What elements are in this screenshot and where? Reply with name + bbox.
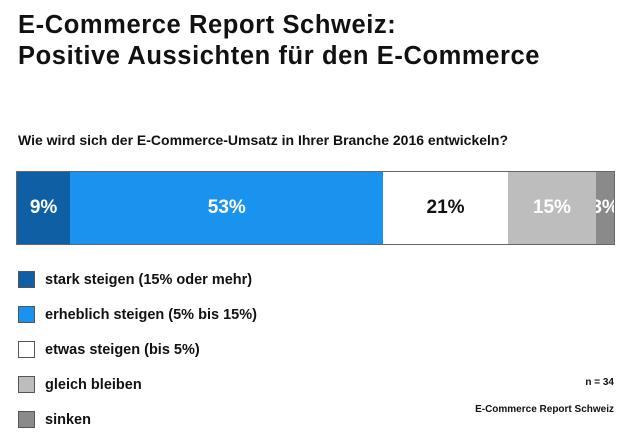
legend-swatch — [18, 271, 35, 288]
bar-data-label: 9% — [29, 197, 58, 218]
legend-item: erheblich steigen (5% bis 15%) — [18, 297, 257, 332]
bar-data-label: 53% — [207, 197, 246, 218]
bar-segment-2: 53% — [70, 172, 384, 244]
legend-swatch — [18, 376, 35, 393]
report-title-line-1: E-Commerce Report Schweiz: — [18, 11, 397, 39]
bar-data-label: 3% — [596, 197, 614, 218]
legend-item: etwas steigen (bis 5%) — [18, 332, 257, 367]
legend-swatch — [18, 306, 35, 323]
bar-segment-3: 21% — [383, 172, 508, 244]
legend-label: gleich bleiben — [45, 376, 142, 393]
legend-label: sinken — [45, 411, 91, 428]
legend-label: erheblich steigen (5% bis 15%) — [45, 306, 257, 323]
survey-question: Wie wird sich der E-Commerce-Umsatz in I… — [18, 132, 509, 148]
legend-item: stark steigen (15% oder mehr) — [18, 262, 257, 297]
legend-swatch — [18, 411, 35, 428]
source-note: E-Commerce Report Schweiz — [475, 404, 614, 415]
legend-swatch — [18, 341, 35, 358]
stacked-bar-chart: 9% 53% 21% 15% 3% — [16, 171, 615, 245]
legend-item: gleich bleiben — [18, 367, 257, 402]
legend-label: etwas steigen (bis 5%) — [45, 341, 200, 358]
report-title-line-2: Positive Aussichten für den E-Commerce — [18, 42, 541, 70]
bar-segment-1: 9% — [17, 172, 71, 244]
report-title: E-Commerce Report Schweiz: Positive Auss… — [18, 10, 540, 72]
bar-data-label: 15% — [532, 197, 571, 218]
bar-data-label: 21% — [426, 197, 465, 218]
legend-label: stark steigen (15% oder mehr) — [45, 271, 253, 288]
legend-item: sinken — [18, 402, 257, 437]
bar-segment-5: 3% — [596, 172, 614, 244]
bar-segment-4: 15% — [507, 172, 597, 244]
sample-size-note: n = 34 — [585, 377, 614, 388]
chart-legend: stark steigen (15% oder mehr) erheblich s… — [18, 262, 257, 437]
